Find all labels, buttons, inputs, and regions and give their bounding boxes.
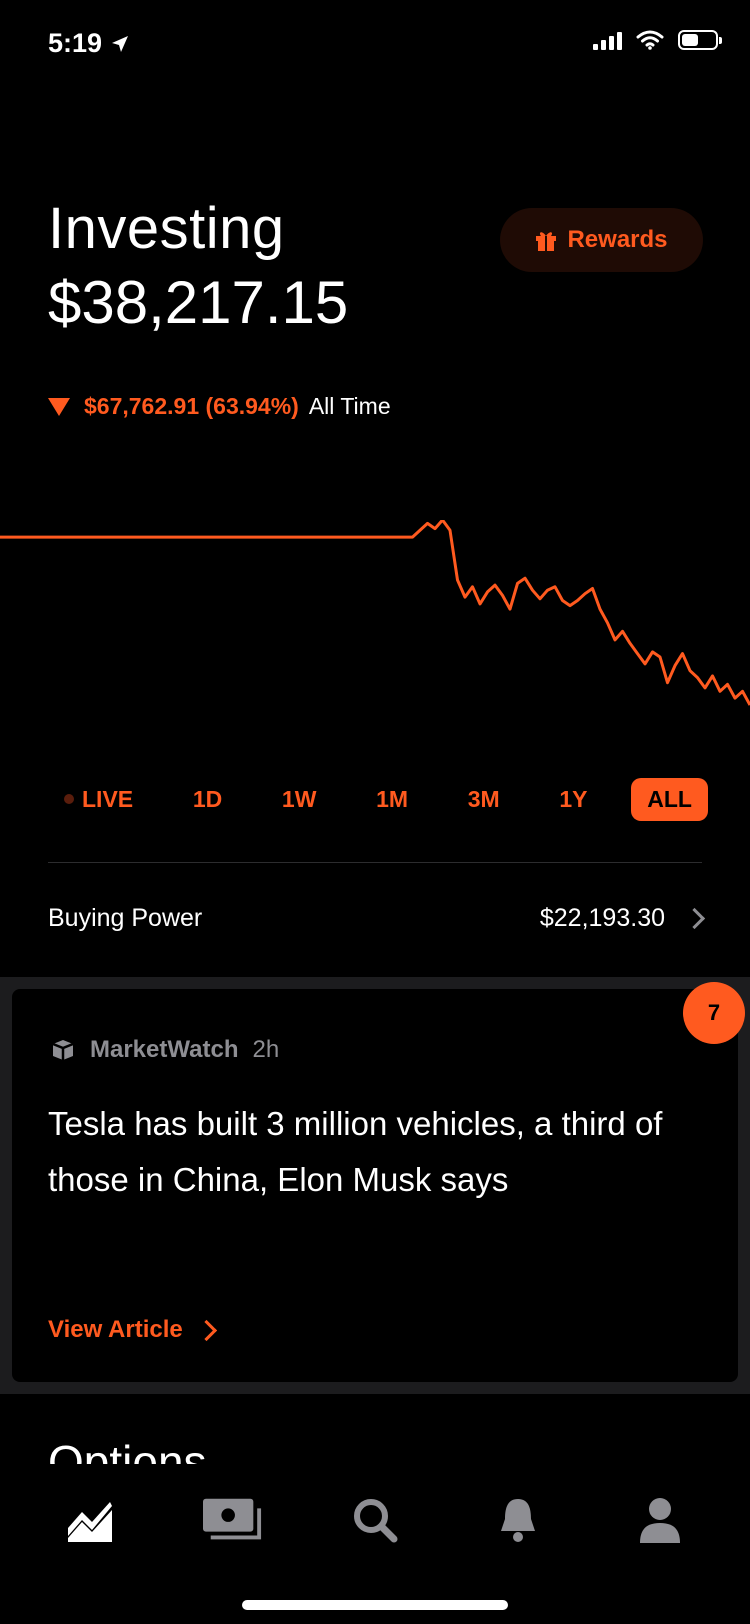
profile-icon	[640, 1498, 680, 1543]
marketwatch-logo-icon	[52, 1040, 74, 1060]
search-icon	[354, 1499, 398, 1543]
change-amount: $67,762.91 (63.94%)	[84, 393, 299, 419]
tab-1y[interactable]: 1Y	[543, 778, 603, 821]
rewards-button[interactable]: Rewards	[500, 208, 703, 272]
change-period: All Time	[308, 393, 391, 419]
divider	[48, 862, 702, 863]
home-indicator	[242, 1600, 508, 1610]
tab-1y-label: 1Y	[559, 785, 588, 812]
status-icons	[593, 30, 722, 50]
chevron-right-icon	[683, 907, 706, 929]
tab-all[interactable]: ALL	[631, 777, 708, 821]
down-triangle-icon	[48, 397, 70, 416]
tab-investing[interactable]	[60, 1490, 120, 1550]
tab-search[interactable]	[345, 1490, 405, 1550]
gift-icon	[536, 232, 557, 251]
rewards-label: Rewards	[567, 226, 668, 253]
range-tabs: LIVE 1D 1W 1M 3M 1Y ALL	[48, 776, 708, 822]
status-time: 5:19	[48, 28, 130, 59]
cellular-signal-icon	[593, 30, 622, 50]
chevron-right-icon	[195, 1319, 217, 1341]
buying-power-label: Buying Power	[48, 903, 203, 932]
battery-icon	[678, 30, 722, 50]
page-title: Investing	[48, 196, 285, 261]
tab-1d-label: 1D	[192, 785, 223, 812]
news-time: 2h	[252, 1036, 280, 1063]
tab-notifications[interactable]	[488, 1490, 548, 1550]
tab-1w[interactable]: 1W	[266, 778, 333, 821]
wifi-icon	[636, 30, 664, 50]
tab-3m[interactable]: 3M	[452, 778, 516, 821]
tab-3m-label: 3M	[467, 785, 500, 812]
news-source: MarketWatch 2h	[50, 1036, 279, 1064]
tab-1m-label: 1M	[376, 785, 409, 812]
news-headline[interactable]: Tesla has built 3 million vehicles, a th…	[48, 1105, 663, 1198]
news-source-name: MarketWatch	[90, 1036, 239, 1063]
view-article-label: View Article	[48, 1316, 183, 1343]
section-title-options: Options	[48, 1436, 207, 1464]
news-count-badge[interactable]: 7	[683, 982, 745, 1044]
investing-chart-icon	[68, 1502, 112, 1542]
tab-bar-icons	[60, 1490, 690, 1550]
buying-power-row[interactable]: Buying Power $22,193.30	[48, 888, 706, 948]
view-article-link[interactable]: View Article	[48, 1316, 217, 1344]
tab-all-label: ALL	[647, 785, 692, 812]
chart-series-line	[0, 520, 750, 706]
tab-1m[interactable]: 1M	[360, 778, 424, 821]
tab-live[interactable]: LIVE	[48, 778, 149, 821]
tab-live-label: LIVE	[82, 785, 134, 812]
buying-power-value: $22,193.30	[539, 903, 665, 932]
tab-1d[interactable]: 1D	[177, 778, 238, 821]
location-arrow-icon	[112, 35, 129, 52]
bell-icon	[500, 1499, 535, 1542]
portfolio-chart[interactable]	[0, 520, 750, 740]
portfolio-change: $67,762.91 (63.94%) All Time	[48, 393, 391, 420]
tab-1w-label: 1W	[281, 785, 317, 812]
live-dot-icon	[64, 794, 74, 804]
tab-cash[interactable]	[202, 1490, 263, 1550]
tab-profile[interactable]	[630, 1490, 690, 1550]
cash-card-icon	[202, 1498, 261, 1540]
news-card[interactable]	[12, 989, 738, 1382]
portfolio-value: $38,217.15	[48, 269, 349, 336]
bottom-tab-bar	[0, 1464, 750, 1624]
status-time-text: 5:19	[48, 28, 103, 58]
